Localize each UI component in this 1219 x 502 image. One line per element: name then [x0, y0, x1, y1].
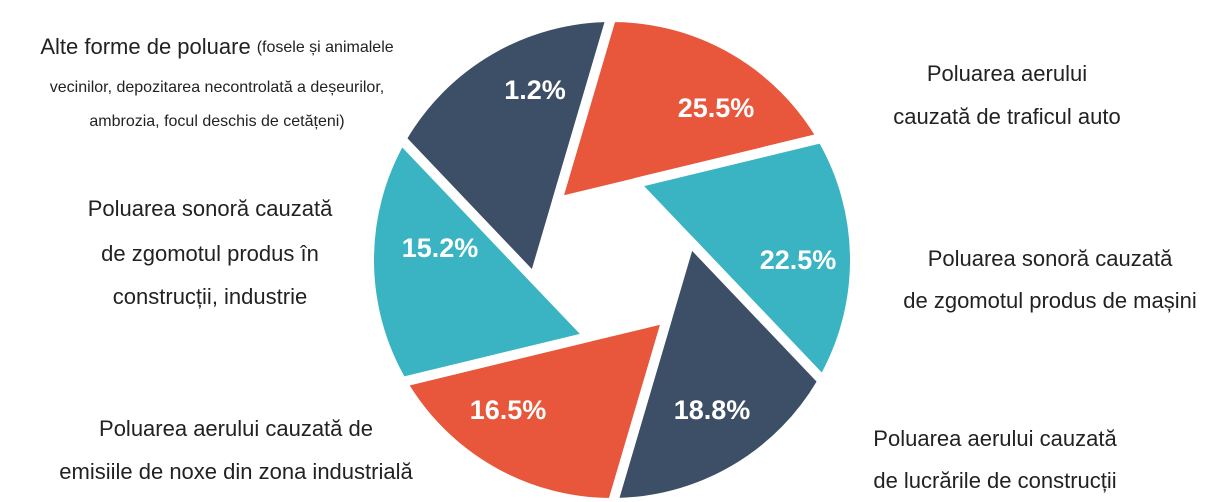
caption-line: de zgomotul produs de mașini — [903, 288, 1197, 313]
percent-label: 15.2% — [402, 233, 479, 263]
caption-line: de zgomotul produs în — [101, 241, 319, 266]
caption-detail: (fosele și animalele — [257, 39, 394, 56]
percent-label: 16.5% — [470, 395, 547, 425]
caption-line: Poluarea aerului cauzată de — [99, 416, 373, 441]
caption-line: emisiile de noxe din zona industrială — [59, 459, 413, 484]
percent-label: 1.2% — [504, 75, 566, 105]
caption-title: Alte forme de poluare — [40, 34, 250, 59]
caption-line: Poluarea aerului — [927, 61, 1087, 86]
blade — [396, 12, 617, 284]
caption-line: cauzată de traficul auto — [893, 104, 1120, 129]
caption-line: Poluarea sonoră cauzată — [88, 196, 333, 221]
caption-line: Alte forme de poluare (fosele și animalel… — [40, 34, 393, 59]
percent-label: 22.5% — [760, 245, 837, 275]
caption-detail: vecinilor, depozitarea necontrolată a de… — [50, 79, 384, 96]
caption-line: Poluarea sonoră cauzată — [928, 246, 1173, 271]
caption-detail: ambrozia, focul deschis de cetățeni) — [89, 113, 344, 130]
blade — [363, 134, 595, 388]
percent-label: 25.5% — [678, 93, 755, 123]
caption-line: de lucrările de construcții — [873, 468, 1116, 493]
blade — [629, 132, 861, 386]
caption-line: Poluarea aerului cauzată — [873, 426, 1117, 451]
blade — [607, 236, 828, 502]
caption-line: construcții, industrie — [113, 284, 307, 309]
percent-label: 18.8% — [674, 395, 751, 425]
blade — [396, 312, 673, 502]
blade — [551, 11, 828, 208]
